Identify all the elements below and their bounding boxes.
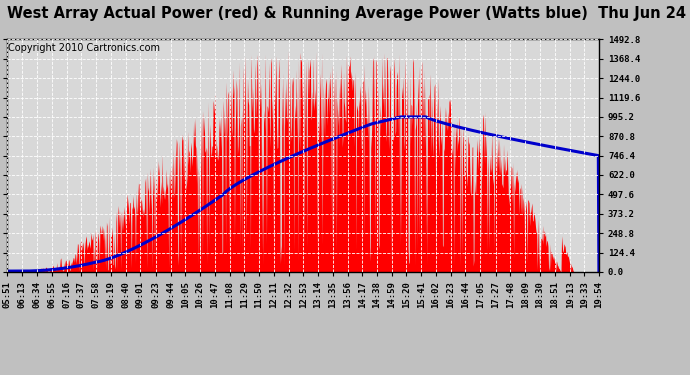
Text: Copyright 2010 Cartronics.com: Copyright 2010 Cartronics.com — [8, 43, 160, 53]
Text: West Array Actual Power (red) & Running Average Power (Watts blue)  Thu Jun 24 2: West Array Actual Power (red) & Running … — [7, 6, 690, 21]
